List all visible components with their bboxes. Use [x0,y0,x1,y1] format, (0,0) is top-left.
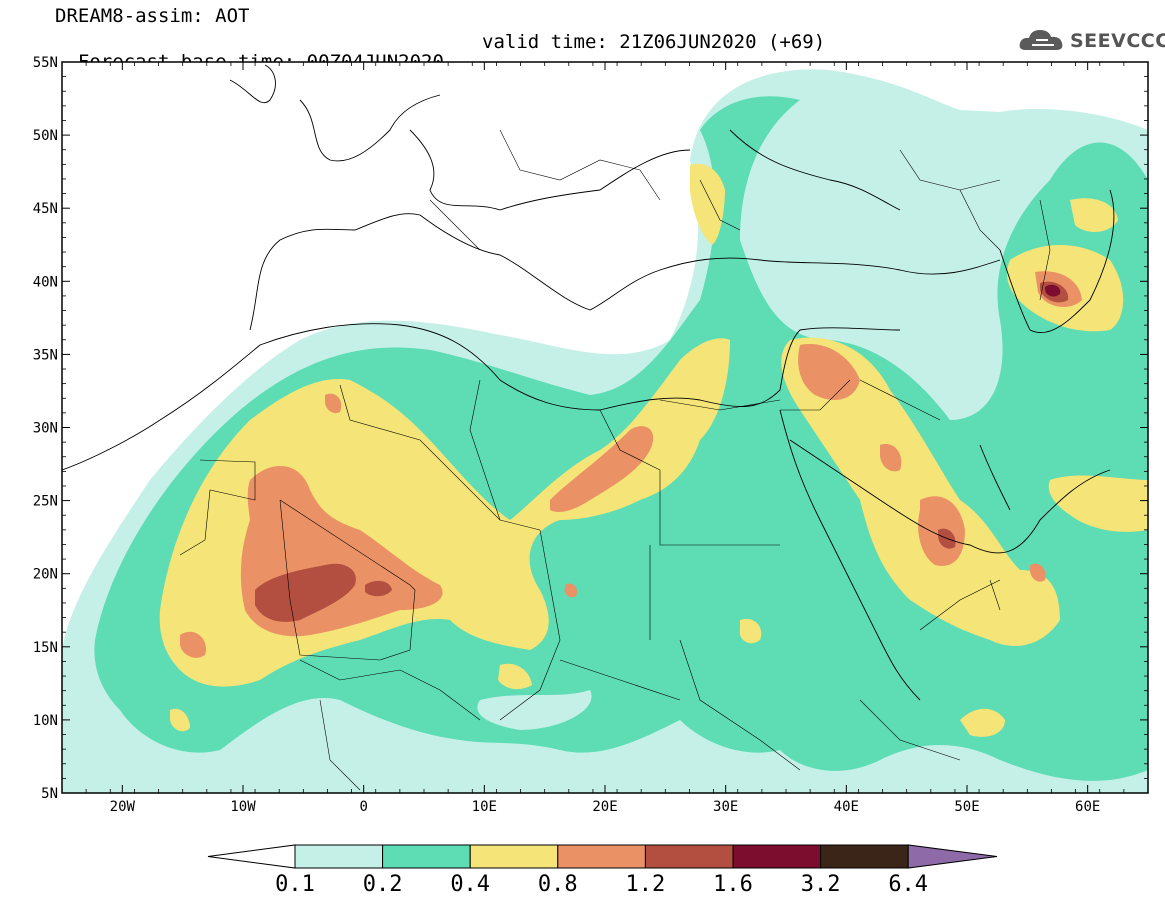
colorbar-segment [294,844,384,869]
lon-label: 40E [834,799,859,815]
colorbar-level-label: 0.4 [450,872,491,897]
lat-label: 45N [33,201,58,217]
colorbar-segment [469,844,559,869]
lon-label: 50E [954,799,979,815]
colorbar-segment [382,844,471,869]
title-text: DREAM8-assim: AOT [55,5,250,27]
lat-label: 15N [33,640,58,656]
valid-time: valid time: 21Z06JUN2020 (+69) [482,31,826,53]
lat-label: 20N [33,567,58,583]
map-title: DREAM8-assim: AOT [55,6,249,26]
colorbar-under-arrow [207,844,296,869]
cloud-icon [1019,30,1063,50]
latitude-axis: 55N 50N 45N 40N 35N 30N 25N 20N 15N 10N 5N [33,55,1148,802]
lat-label: 10N [33,713,58,729]
colorbar-segment [644,844,734,869]
colorbar-level-label: 3.2 [800,872,841,897]
colorbar-level-label: 0.1 [275,872,315,897]
colorbar-level-label: 0.2 [362,872,403,897]
country-borders [179,129,1051,791]
lon-label: 0 [359,799,367,815]
lat-label: 30N [33,421,58,437]
longitude-axis: 20W 10W 0 10E 20E 30E 40E 50E 60E [61,62,1149,815]
lat-label: 5N [41,786,58,802]
coastlines [62,64,1115,701]
lat-label: 25N [33,494,58,510]
lon-label: 10E [472,799,497,815]
lon-label: 30E [713,799,738,815]
logo-text: SEEVCCC [1070,30,1165,52]
colorbar-over-arrow [907,844,998,869]
colorbar-level-label: 0.8 [537,872,578,897]
lon-label: 10W [230,799,256,815]
lon-label: 20E [592,799,617,815]
aot-field [62,62,1148,793]
seevccc-logo: SEEVCCC [1018,26,1165,56]
colorbar-level-label: 1.2 [625,872,666,897]
colorbar-segment [732,844,822,869]
colorbar-level-label: 1.6 [713,872,753,897]
lon-label: 20W [110,799,136,815]
colorbar-level-label: 6.4 [888,872,929,897]
lat-label: 35N [33,347,58,363]
colorbar-segment [820,844,909,869]
lon-label: 60E [1075,799,1100,815]
aot-level-1.6 [1045,284,1061,297]
lat-label: 50N [33,128,58,144]
lat-label: 40N [33,274,58,290]
lat-label: 55N [33,55,58,71]
colorbar-segment [557,844,646,869]
colorbar [207,844,998,869]
